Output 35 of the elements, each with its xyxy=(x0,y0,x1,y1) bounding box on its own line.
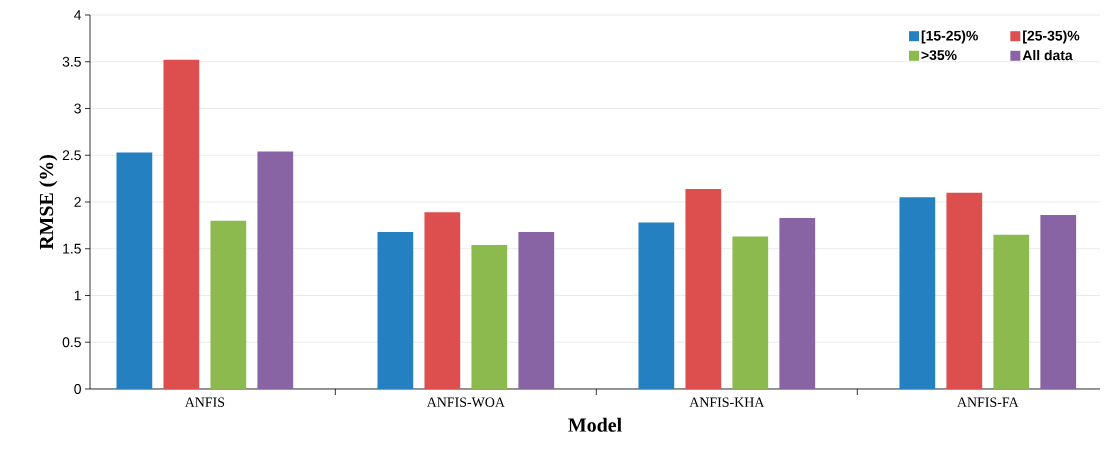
bar xyxy=(779,217,816,389)
legend-label: [15-25)% xyxy=(921,30,978,44)
bar xyxy=(1040,215,1077,389)
y-tick-label: 1 xyxy=(74,290,81,301)
y-tick-label: 4 xyxy=(74,10,82,20)
legend-label: >35% xyxy=(921,50,957,61)
bar xyxy=(116,152,153,389)
y-axis-title: RMSE (%) xyxy=(39,155,58,250)
x-tick-label: ANFIS-KHA xyxy=(689,397,765,407)
y-tick-label: 1.5 xyxy=(63,243,81,254)
bar xyxy=(471,245,508,389)
y-tick-label: 2 xyxy=(74,197,81,207)
y-tick-label: 0.5 xyxy=(62,337,81,348)
bar xyxy=(899,197,936,389)
y-tick-label: 3.5 xyxy=(62,56,81,67)
bar xyxy=(424,212,461,389)
bar xyxy=(377,231,414,389)
bar xyxy=(163,59,200,389)
y-tick-label: 2.5 xyxy=(62,150,81,161)
y-tick-label: 3 xyxy=(74,103,81,114)
bar xyxy=(946,192,983,389)
bar xyxy=(257,151,294,389)
legend-label: [25-35)% xyxy=(1023,30,1080,44)
bar xyxy=(685,188,722,389)
bar xyxy=(210,220,247,389)
x-tick-label: ANFIS-WOA xyxy=(426,397,505,407)
y-tick-label: 0 xyxy=(74,384,81,394)
x-tick-label: ANFIS xyxy=(184,397,225,407)
bar xyxy=(638,222,675,389)
x-tick-label: ANFIS-FA xyxy=(957,397,1019,407)
bar xyxy=(732,236,769,389)
bar xyxy=(518,231,555,389)
bar xyxy=(993,234,1030,389)
legend-label: All data xyxy=(1022,49,1073,61)
x-axis-title: Model xyxy=(568,417,622,432)
